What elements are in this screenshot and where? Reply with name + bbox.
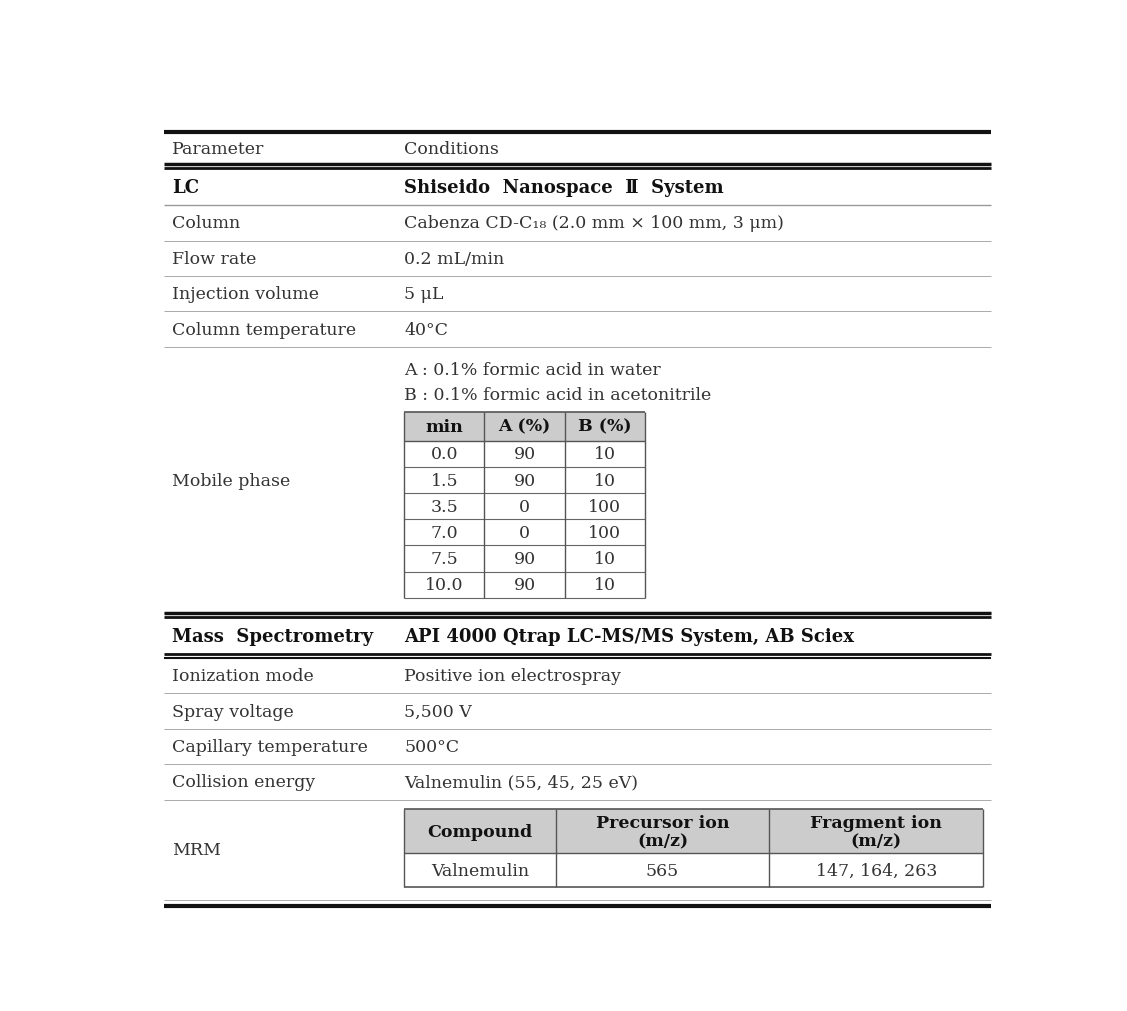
Text: 10: 10 [594, 446, 615, 463]
Text: (m/z): (m/z) [637, 833, 687, 850]
Text: 0.2 mL/min: 0.2 mL/min [405, 251, 505, 268]
Bar [405, 412, 645, 442]
Text: 7.0: 7.0 [431, 525, 459, 541]
Text: Injection volume: Injection volume [172, 286, 319, 303]
Text: 90: 90 [514, 551, 535, 567]
Text: Capillary temperature: Capillary temperature [172, 738, 367, 755]
Text: Ionization mode: Ionization mode [172, 667, 313, 684]
Bar [405, 809, 983, 853]
Text: 90: 90 [514, 576, 535, 593]
Text: Spray voltage: Spray voltage [172, 703, 294, 720]
Text: 0: 0 [520, 525, 530, 541]
Text: Mobile phase: Mobile phase [172, 472, 290, 489]
Text: 10: 10 [594, 551, 615, 567]
Text: LC: LC [172, 179, 199, 196]
Text: API 4000 Qtrap LC-MS/MS System, AB Sciex: API 4000 Qtrap LC-MS/MS System, AB Sciex [405, 627, 854, 645]
Text: 90: 90 [514, 472, 535, 489]
Text: 10.0: 10.0 [425, 576, 463, 593]
Text: 90: 90 [514, 446, 535, 463]
Text: Mass  Spectrometry: Mass Spectrometry [172, 627, 373, 645]
Text: Collision energy: Collision energy [172, 773, 316, 791]
Text: 40°C: 40°C [405, 321, 449, 339]
Text: Column: Column [172, 215, 240, 233]
Text: B (%): B (%) [578, 419, 631, 435]
Text: 7.5: 7.5 [431, 551, 459, 567]
Text: 5 μL: 5 μL [405, 286, 444, 303]
Text: Valnemulin: Valnemulin [431, 862, 529, 879]
Text: Column temperature: Column temperature [172, 321, 356, 339]
Text: 147, 164, 263: 147, 164, 263 [816, 862, 937, 879]
Text: 5,500 V: 5,500 V [405, 703, 472, 720]
Text: Cabenza CD-C₁₈ (2.0 mm × 100 mm, 3 μm): Cabenza CD-C₁₈ (2.0 mm × 100 mm, 3 μm) [405, 215, 784, 233]
Text: Precursor ion: Precursor ion [596, 815, 729, 831]
Text: 100: 100 [588, 498, 621, 516]
Text: 0: 0 [520, 498, 530, 516]
Text: B : 0.1% formic acid in acetonitrile: B : 0.1% formic acid in acetonitrile [405, 386, 711, 403]
Text: 3.5: 3.5 [431, 498, 459, 516]
Text: A : 0.1% formic acid in water: A : 0.1% formic acid in water [405, 362, 662, 379]
Text: 500°C: 500°C [405, 738, 460, 755]
Text: 10: 10 [594, 576, 615, 593]
Text: Fragment ion: Fragment ion [810, 815, 942, 831]
Text: Positive ion electrospray: Positive ion electrospray [405, 667, 621, 684]
Text: (m/z): (m/z) [851, 833, 902, 850]
Text: Valnemulin (55, 45, 25 eV): Valnemulin (55, 45, 25 eV) [405, 773, 638, 791]
Text: Shiseido  Nanospace  Ⅱ  System: Shiseido Nanospace Ⅱ System [405, 179, 724, 196]
Text: Compound: Compound [427, 823, 532, 840]
Text: 1.5: 1.5 [431, 472, 459, 489]
Text: 100: 100 [588, 525, 621, 541]
Text: 0.0: 0.0 [431, 446, 459, 463]
Text: min: min [426, 419, 463, 435]
Text: Parameter: Parameter [172, 141, 264, 158]
Text: Conditions: Conditions [405, 141, 499, 158]
Text: MRM: MRM [172, 841, 221, 858]
Text: A (%): A (%) [498, 419, 551, 435]
Text: Flow rate: Flow rate [172, 251, 256, 268]
Text: 565: 565 [646, 862, 680, 879]
Text: 10: 10 [594, 472, 615, 489]
